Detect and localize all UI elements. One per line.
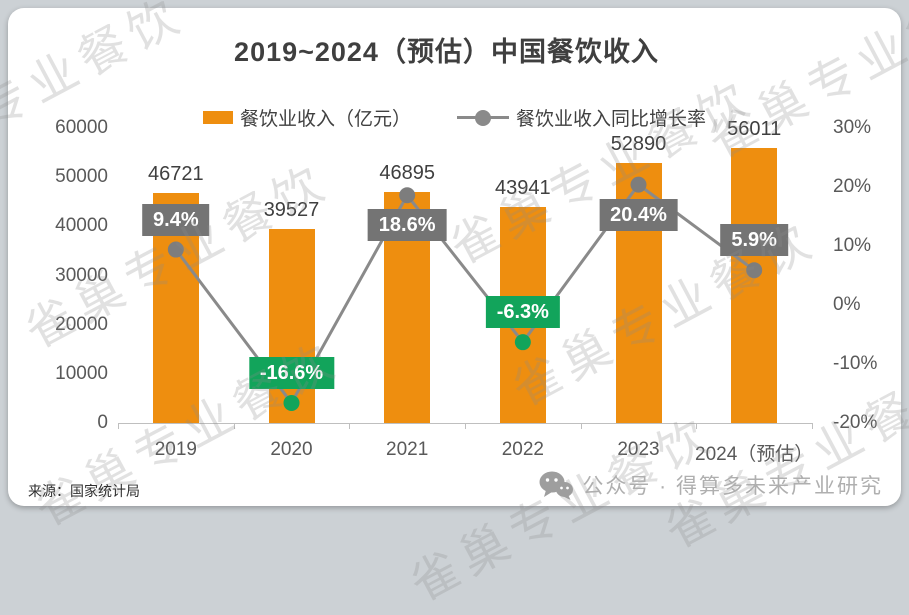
bar-value-label: 56011 (727, 117, 782, 140)
right-axis-tick-label: -20% (833, 412, 878, 433)
growth-marker (399, 187, 416, 204)
right-axis-tick-label: 20% (833, 176, 872, 197)
x-axis-label: 2019 (154, 439, 197, 460)
left-axis-tick-label: 30000 (55, 264, 108, 286)
x-axis-label: 2021 (386, 439, 429, 460)
growth-rate-label: -16.6% (248, 356, 335, 389)
left-axis-tick-label: 40000 (55, 215, 108, 237)
legend-item-growth: 餐饮业收入同比增长率 (457, 104, 706, 131)
bar-value-label: 43941 (495, 176, 551, 199)
growth-line-layer (167, 176, 763, 411)
line-legend-swatch (457, 109, 509, 126)
left-axis-tick-label: 10000 (55, 362, 108, 384)
line-legend-dot (475, 109, 491, 126)
growth-rate-label: 20.4% (599, 198, 678, 231)
x-axis-tick (812, 423, 813, 429)
legend-label-growth: 餐饮业收入同比增长率 (516, 109, 707, 130)
bar-value-label: 46721 (148, 163, 204, 186)
bar-value-label: 39527 (263, 198, 320, 221)
bar-value-label: 52890 (610, 132, 667, 155)
revenue-bar (731, 147, 778, 423)
bar-value-label: 46895 (379, 162, 435, 185)
x-axis-tick (465, 423, 466, 429)
bar-legend-swatch (202, 111, 233, 124)
right-axis-tick-label: 10% (833, 235, 872, 256)
left-axis-tick-label: 20000 (55, 313, 108, 335)
legend-item-revenue: 餐饮业收入（亿元） (202, 104, 411, 131)
growth-marker (746, 262, 763, 279)
growth-marker (283, 394, 300, 411)
growth-rate-label: -6.3% (485, 296, 560, 329)
x-axis-label: 2023 (617, 439, 660, 460)
growth-rate-label: 9.4% (142, 203, 210, 236)
x-axis-tick (580, 423, 582, 429)
growth-rate-label: 18.6% (367, 209, 447, 242)
x-axis-tick (696, 423, 698, 429)
growth-marker (630, 176, 647, 193)
wechat-footer: 公众号 · 得算多未来产业研究 (539, 470, 883, 500)
right-axis-tick-label: 0% (833, 294, 861, 315)
legend-label-revenue: 餐饮业收入（亿元） (239, 109, 411, 130)
right-axis-tick-label: 30% (833, 117, 872, 138)
x-axis-tick (349, 423, 351, 429)
right-axis-tick-label: -10% (833, 353, 878, 374)
left-axis-tick-label: 0 (97, 412, 108, 433)
wechat-account-text: 公众号 · 得算多未来产业研究 (582, 475, 883, 498)
growth-rate-label: 5.9% (720, 224, 788, 257)
left-axis-tick-label: 60000 (55, 117, 108, 138)
left-axis-tick-label: 50000 (55, 166, 108, 188)
source-note: 来源：国家统计局 (28, 483, 140, 499)
combo-chart: 60000 50000 40000 30000 20000 10000 0 30% 20% 10%… (55, 117, 878, 465)
revenue-bar (268, 228, 315, 423)
x-axis-label: 2022 (501, 439, 544, 460)
x-axis-tick (118, 423, 119, 429)
x-axis-tick (233, 423, 235, 429)
legend: 餐饮业收入（亿元） 餐饮业收入同比增长率 (0, 104, 909, 131)
growth-marker (514, 334, 531, 351)
x-axis-label: 2020 (270, 439, 313, 460)
growth-marker (167, 241, 184, 258)
x-axis-label: 2024（预估） (695, 444, 814, 465)
chart-title: 2019~2024（预估）中国餐饮收入 (234, 37, 659, 67)
wechat-icon (539, 471, 574, 500)
